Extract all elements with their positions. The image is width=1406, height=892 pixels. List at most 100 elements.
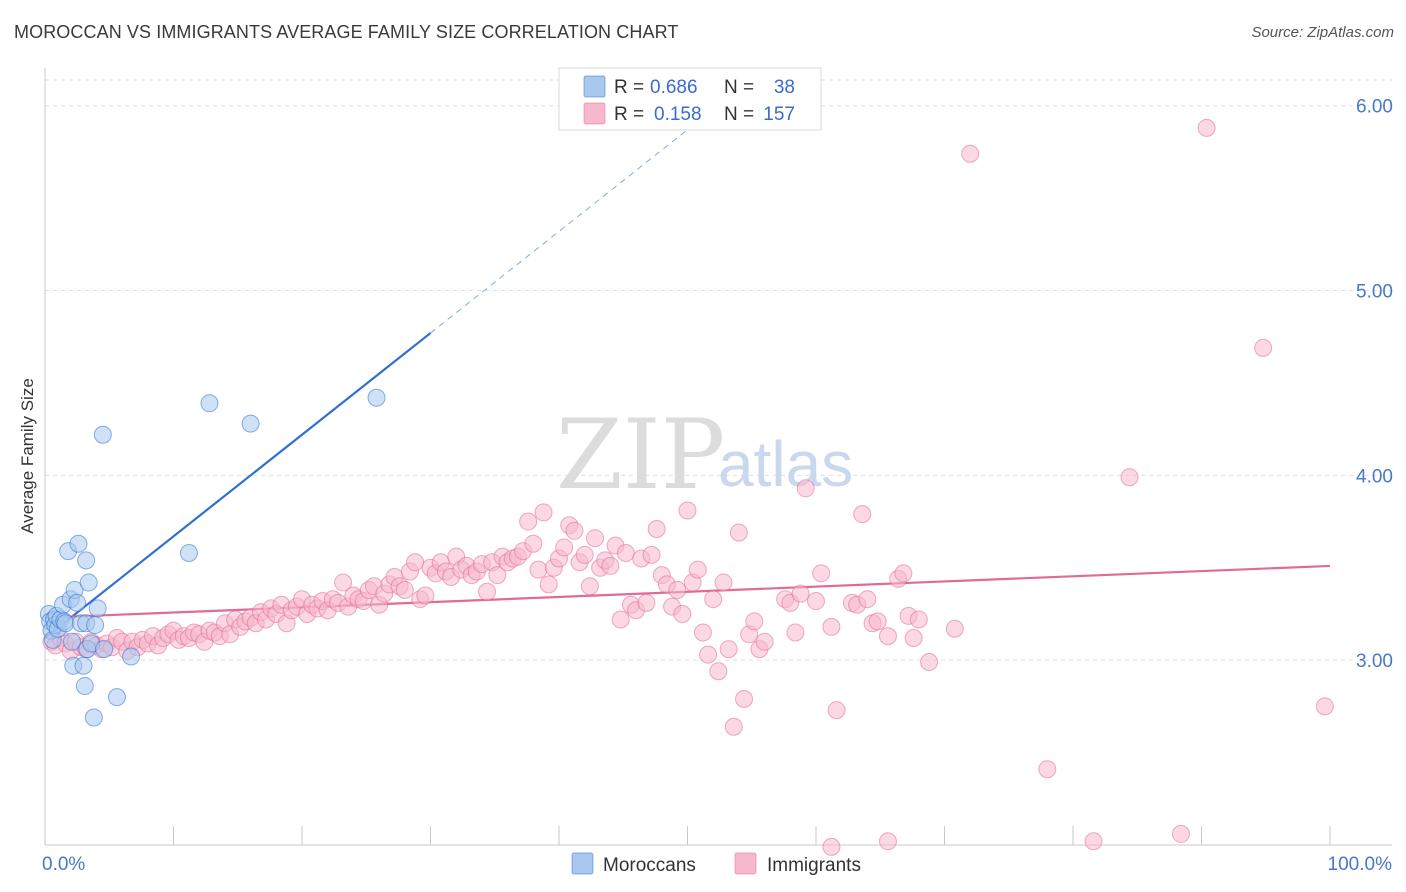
point-immigrants-106	[585, 529, 604, 548]
point-immigrants-126	[688, 560, 707, 579]
point-immigrants-145	[807, 592, 825, 611]
point-immigrants-172	[822, 837, 841, 856]
point-immigrants-97	[539, 575, 558, 594]
legend-r-value-immigrants: 0.158	[654, 104, 702, 125]
point-immigrants-130	[709, 662, 728, 681]
point-immigrants-128	[699, 645, 718, 664]
legend-n-label-moroccans: N =	[724, 77, 754, 98]
point-immigrants-117	[642, 545, 661, 564]
watermark: ZIP atlas	[556, 399, 853, 511]
point-immigrants-170	[1084, 832, 1103, 851]
watermark-zip: ZIP	[556, 399, 725, 511]
legend-n-value-moroccans: 38	[774, 77, 795, 98]
point-moroccans-11	[56, 614, 75, 633]
point-immigrants-160	[909, 610, 928, 629]
trend-lines	[44, 124, 1331, 639]
point-moroccans-34	[200, 394, 219, 413]
trend-line-moroccans-extension	[430, 124, 695, 334]
y-axis-label: Average Family Size	[18, 378, 37, 534]
point-moroccans-18	[69, 534, 88, 553]
point-immigrants-100	[555, 538, 574, 557]
point-immigrants-112	[616, 543, 635, 562]
point-immigrants-116	[637, 593, 656, 612]
x-tick-label-max: 100.0%	[1328, 854, 1393, 875]
legend-n-label-immigrants: N =	[724, 104, 754, 125]
chart-title: MOROCCAN VS IMMIGRANTS AVERAGE FAMILY SI…	[14, 22, 679, 42]
point-immigrants-131	[714, 573, 733, 592]
point-immigrants-151	[853, 505, 872, 524]
point-immigrants-124	[678, 501, 697, 520]
point-moroccans-37	[86, 616, 105, 635]
point-immigrants-73	[416, 586, 435, 605]
point-immigrants-171	[1171, 824, 1190, 843]
y-tick-label-3: 6.00	[1356, 97, 1393, 118]
point-immigrants-122	[668, 580, 687, 599]
point-immigrants-118	[647, 519, 666, 538]
point-moroccans-24	[77, 551, 96, 570]
legend-swatch-immigrants	[583, 102, 606, 125]
legend-swatch-moroccans	[583, 75, 606, 98]
point-immigrants-129	[704, 590, 723, 609]
point-immigrants-104	[575, 545, 594, 564]
series-legend: Moroccans Immigrants	[571, 852, 861, 876]
point-immigrants-137	[745, 612, 764, 631]
point-immigrants-144	[796, 479, 815, 498]
point-immigrants-162	[945, 619, 964, 638]
point-immigrants-139	[755, 632, 774, 651]
bottom-legend-swatch-immigrants	[734, 852, 757, 875]
legend-n-value-immigrants: 157	[763, 104, 795, 125]
point-immigrants-135	[735, 689, 754, 708]
point-moroccans-27	[84, 708, 103, 727]
axes	[44, 68, 1392, 846]
point-immigrants-111	[611, 610, 630, 629]
x-tick-label-min: 0.0%	[42, 854, 85, 875]
point-immigrants-163	[1038, 760, 1057, 779]
point-immigrants-105	[580, 577, 599, 596]
point-moroccans-32	[122, 647, 141, 666]
point-immigrants-93	[519, 512, 538, 531]
trend-line-moroccans	[44, 332, 432, 639]
legend-r-label-moroccans: R =	[614, 77, 644, 98]
point-immigrants-133	[724, 717, 743, 736]
watermark-atlas: atlas	[718, 428, 853, 500]
y-tick-labels: 3.00 4.00 5.00 6.00	[1356, 97, 1393, 672]
point-immigrants-132	[719, 640, 738, 659]
point-immigrants-134	[729, 523, 748, 542]
point-moroccans-25	[79, 573, 98, 592]
point-moroccans-28	[88, 599, 107, 618]
y-tick-label-2: 5.00	[1356, 282, 1393, 303]
y-tick-label-0: 3.00	[1356, 651, 1393, 672]
point-immigrants-164	[1120, 468, 1139, 487]
source-label: Source: ZipAtlas.com	[1251, 24, 1394, 41]
point-immigrants-165	[1197, 118, 1216, 137]
legend-r-value-moroccans: 0.686	[650, 77, 698, 98]
point-immigrants-94	[524, 534, 543, 553]
point-moroccans-33	[179, 543, 198, 562]
point-immigrants-96	[534, 503, 553, 522]
data-points	[39, 118, 1334, 856]
point-immigrants-155	[878, 627, 897, 646]
point-immigrants-142	[786, 623, 805, 642]
point-immigrants-159	[904, 629, 923, 648]
point-immigrants-71	[406, 553, 425, 572]
point-immigrants-102	[565, 521, 584, 540]
point-immigrants-169	[878, 832, 897, 851]
y-tick-label-1: 4.00	[1356, 466, 1393, 487]
point-immigrants-161	[920, 653, 939, 672]
legend-r-label-immigrants: R =	[614, 104, 644, 125]
correlation-legend: R = 0.686 N = 38 R = 0.158 N = 157	[558, 67, 822, 131]
bottom-legend-label-immigrants: Immigrants	[767, 855, 861, 876]
point-immigrants-95	[529, 560, 548, 579]
point-moroccans-29	[93, 425, 112, 444]
point-immigrants-152	[858, 590, 877, 609]
point-moroccans-36	[367, 388, 386, 407]
point-immigrants-154	[868, 612, 887, 631]
point-immigrants-69	[395, 580, 414, 599]
point-moroccans-31	[107, 688, 126, 707]
point-immigrants-166	[1254, 338, 1273, 357]
point-moroccans-20	[74, 656, 93, 675]
point-moroccans-21	[75, 677, 94, 696]
point-immigrants-146	[812, 564, 831, 583]
point-moroccans-30	[95, 640, 114, 659]
